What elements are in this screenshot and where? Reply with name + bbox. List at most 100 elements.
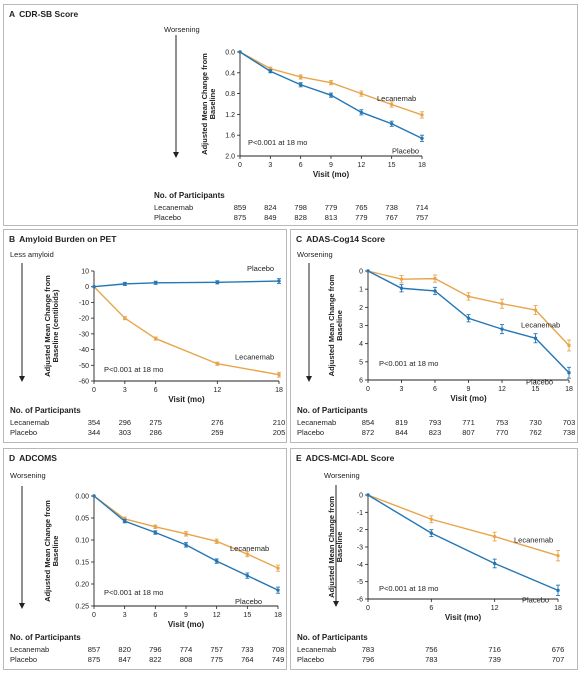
participants-count: 708 xyxy=(271,645,285,654)
data-point xyxy=(366,493,370,497)
data-point xyxy=(389,102,394,107)
x-tick-label: 9 xyxy=(329,162,333,169)
participants-count: 757 xyxy=(210,645,223,654)
p-value-text: P<0.001 at 18 mo xyxy=(379,584,438,593)
x-tick-label: 3 xyxy=(400,386,404,393)
participants-row-label: Placebo xyxy=(10,428,38,437)
y-tick-label: 6 xyxy=(359,378,363,385)
series-placebo xyxy=(92,494,280,594)
y-tick-label: -1 xyxy=(357,510,363,517)
participants-count: 749 xyxy=(271,655,285,664)
participants-heading: No. of Participants xyxy=(10,406,81,415)
data-point xyxy=(492,561,497,566)
series-label: Placebo xyxy=(392,146,419,155)
participants-row-label: Lecanemab xyxy=(10,418,50,427)
series-label: Lecanemab xyxy=(514,536,553,545)
x-tick-label: 0 xyxy=(238,162,242,169)
participants-table: No. of Participants Lecanemab 354 296 275 27… xyxy=(4,406,288,442)
participants-count: 276 xyxy=(211,418,224,427)
participants-count: 733 xyxy=(241,645,254,654)
y-tick-label: -30 xyxy=(79,331,89,338)
direction-arrow-head xyxy=(333,601,339,607)
chart-adcs-mci-adl: Worsening Adjusted Mean Change fromBaseli… xyxy=(324,471,562,622)
data-point xyxy=(123,282,127,286)
y-tick-label: 0.05 xyxy=(75,516,89,523)
participants-count: 757 xyxy=(415,213,429,222)
panel-d: D ADCOMS Worsening Adjusted Mean Change fr… xyxy=(3,448,287,670)
direction-label: Worsening xyxy=(297,250,333,259)
participants-row-label: Placebo xyxy=(154,213,182,222)
participants-row-placebo: Placebo 872 844 823 807 770 762 738 xyxy=(297,428,577,438)
direction-arrow-head xyxy=(19,603,25,609)
data-point xyxy=(329,80,333,85)
y-tick-label: 5 xyxy=(359,359,363,366)
data-point xyxy=(567,343,571,348)
panel-title-text: CDR-SB Score xyxy=(19,9,79,19)
series-label: Placebo xyxy=(247,264,274,273)
data-point xyxy=(556,588,560,593)
participants-count: 739 xyxy=(488,655,501,664)
participants-row-label: Lecanemab xyxy=(10,645,50,654)
participants-row-label: Placebo xyxy=(297,655,325,664)
panel-letter: B xyxy=(9,234,16,244)
y-tick-label: -20 xyxy=(79,316,89,323)
y-tick-label: 1.6 xyxy=(225,133,235,140)
data-point xyxy=(500,327,504,331)
data-point xyxy=(533,308,538,312)
participants-count: 771 xyxy=(462,418,475,427)
participants-count: 824 xyxy=(264,203,277,212)
panel-a: A CDR-SB Score Worsening Adjusted Mean Cha… xyxy=(3,4,578,226)
y-axis-label: Adjusted Mean Change fromBaseline (centi… xyxy=(43,275,60,377)
participants-table: No. of Participants Lecanemab 783 756 716 67… xyxy=(291,633,579,669)
series-lecanemab xyxy=(366,269,571,352)
x-tick-label: 0 xyxy=(366,386,370,393)
y-tick-label: -6 xyxy=(357,597,363,604)
y-axis-label-line1: Adjusted Mean Change from xyxy=(43,275,52,377)
participants-count: 703 xyxy=(562,418,576,427)
x-axis-label: Visit (mo) xyxy=(168,620,205,629)
y-tick-label: -3 xyxy=(357,545,363,552)
data-point xyxy=(399,286,404,290)
series-line xyxy=(367,494,559,557)
x-tick-label: 3 xyxy=(123,387,127,394)
y-axis-label-line2: Baseline xyxy=(335,532,344,563)
y-tick-label: -40 xyxy=(79,347,89,354)
participants-count: 354 xyxy=(87,418,101,427)
participants-count: 849 xyxy=(264,213,277,222)
participants-count: 857 xyxy=(87,645,101,654)
direction-arrow-head xyxy=(306,376,312,382)
data-point xyxy=(567,371,571,375)
participants-row-lecanemab: Lecanemab 859 824 798 779 765 738 714 xyxy=(154,203,454,213)
data-point xyxy=(184,532,188,536)
participants-row-lecanemab: Lecanemab 854 819 793 771 753 730 703 xyxy=(297,418,577,428)
p-value-text: P<0.001 at 18 mo xyxy=(104,588,163,597)
p-value-text: P<0.001 at 18 mo xyxy=(248,138,307,147)
y-tick-label: 2 xyxy=(359,305,363,312)
participants-count: 275 xyxy=(149,418,162,427)
panel-title-text: Amyloid Burden on PET xyxy=(19,234,117,244)
participants-count: 764 xyxy=(241,655,254,664)
chart-cdr-sb: Worsening Adjusted Mean Change fromBaseli… xyxy=(164,25,426,179)
data-point xyxy=(214,559,219,563)
data-point xyxy=(92,494,96,498)
x-tick-label: 15 xyxy=(532,386,540,393)
participants-heading: No. of Participants xyxy=(154,191,225,200)
y-tick-label: 0.0 xyxy=(225,50,235,57)
data-point xyxy=(492,534,497,539)
x-tick-label: 9 xyxy=(184,612,188,619)
participants-count: 819 xyxy=(395,418,408,427)
participants-count: 854 xyxy=(361,418,375,427)
data-point xyxy=(556,553,560,558)
x-tick-label: 12 xyxy=(498,386,506,393)
participants-count: 753 xyxy=(495,418,509,427)
participants-count: 775 xyxy=(210,655,223,664)
y-tick-label: 2.0 xyxy=(225,154,235,161)
participants-row-label: Lecanemab xyxy=(154,203,194,212)
y-tick-label: 0.4 xyxy=(225,70,235,77)
participants-count: 844 xyxy=(395,428,408,437)
y-tick-label: 3 xyxy=(359,323,363,330)
panel-letter: A xyxy=(9,9,16,19)
data-point xyxy=(389,122,394,126)
data-point xyxy=(122,519,127,523)
y-tick-label: 0.10 xyxy=(75,538,89,545)
